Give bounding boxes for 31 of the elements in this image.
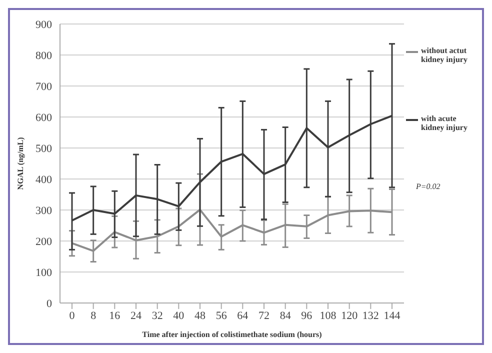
legend-label: without actut kidney injury — [421, 46, 468, 64]
x-tick-label: 40 — [173, 310, 185, 322]
y-tick-label: 300 — [36, 204, 52, 217]
y-tick-label: 600 — [36, 112, 52, 124]
y-tick-label: 900 — [36, 18, 52, 31]
y-tick-label: 100 — [36, 266, 52, 279]
x-tick-label: 64 — [237, 310, 249, 322]
x-tick-label: 32 — [152, 310, 163, 322]
x-tick-label: 0 — [69, 310, 76, 322]
x-tick-label: 8 — [90, 310, 97, 322]
x-tick-label: 120 — [341, 310, 358, 322]
x-tick-label: 144 — [384, 310, 401, 322]
y-tick-label: 0 — [46, 298, 52, 310]
y-axis-title: NGAL (ng/mL) — [16, 136, 25, 190]
x-tick-label: 108 — [320, 310, 337, 322]
x-axis-title: Time after injection of colistimethate sodium (hours) — [142, 330, 322, 339]
text: P=0.02 — [416, 182, 442, 191]
y-tick-label: 800 — [36, 50, 52, 62]
y-tick-label: 500 — [36, 142, 52, 155]
y-tick-label: 200 — [36, 236, 52, 248]
x-tick-label: 84 — [280, 310, 292, 322]
y-tick-label: 400 — [36, 174, 52, 186]
x-tick-label: 16 — [109, 310, 121, 322]
y-tick-label: 700 — [36, 80, 52, 93]
x-tick-label: 48 — [194, 310, 206, 322]
legend-label: with acute kidney injury — [421, 114, 468, 132]
x-tick-label: 96 — [301, 310, 313, 322]
x-tick-label: 132 — [362, 310, 379, 322]
x-tick-label: 56 — [216, 310, 228, 322]
x-tick-label: 24 — [130, 310, 142, 322]
x-tick-label: 72 — [258, 310, 270, 322]
